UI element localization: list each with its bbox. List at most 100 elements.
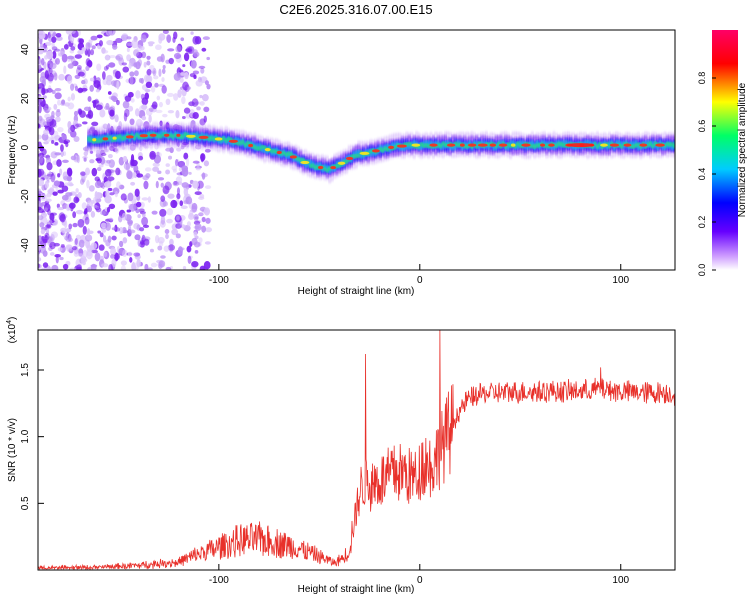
heatmap-ridge-cell [654,141,657,146]
heatmap-ridge-cell [453,142,457,150]
heatmap-ridge-cell [596,144,599,149]
heatmap-noise-cell [162,65,166,69]
heatmap-noise-cell [50,173,56,183]
heatmap-noise-cell [44,224,51,228]
heatmap-noise-cell [54,116,61,123]
heatmap-noise-cell [140,93,145,100]
heatmap-noise-cell [107,154,113,159]
heatmap-noise-cell [38,30,46,40]
heatmap-noise-cell [74,85,79,92]
heatmap-noise-cell [66,167,73,177]
heatmap-noise-cell [110,247,117,256]
heatmap-noise-cell [173,52,182,60]
heatmap-peak-cell [102,137,109,141]
heatmap-noise-cell [111,258,117,268]
heatmap-noise-cell [200,153,205,163]
heatmap-noise-cell [179,77,184,83]
heatmap-noise-cell [189,73,196,78]
heatmap-ridge-cell [545,143,548,148]
heatmap-noise-cell [148,114,152,123]
heatmap-peak-cell [92,138,97,142]
heatmap-noise-cell [131,39,139,49]
heatmap-noise-cell [169,266,173,270]
heatmap-noise-cell [60,243,65,248]
heatmap-peak-cell [372,149,380,153]
heatmap-noise-cell [40,267,48,270]
heatmap-ridge-cell [564,140,568,148]
heatmap-noise-cell [65,231,70,240]
heatmap-noise-cell [43,129,50,136]
heatmap-noise-cell [96,63,102,72]
heatmap-noise-cell [43,107,49,112]
heatmap-noise-cell [165,169,171,175]
heatmap-noise-cell [204,241,211,245]
heatmap-ridge-cell [273,149,276,154]
spectrogram-y-tick-label: 40 [20,44,31,56]
heatmap-peak-cell [521,143,531,147]
heatmap-noise-cell [83,210,87,215]
heatmap-noise-cell [187,255,192,264]
heatmap-noise-cell [152,162,160,167]
heatmap-noise-cell [41,58,45,66]
heatmap-noise-cell [70,83,75,91]
heatmap-noise-cell [201,225,207,233]
heatmap-noise-cell [178,247,185,251]
colorbar-tick-label: 0.6 [697,120,707,133]
heatmap-noise-cell [54,88,62,92]
heatmap-noise-cell [102,235,107,243]
figure-title: C2E6.2025.316.07.00.E15 [279,2,432,17]
snr-multiplier-close: ) [7,317,18,320]
heatmap-noise-cell [206,56,211,61]
heatmap-noise-cell [62,171,68,180]
heatmap-ridge-cell [236,137,240,145]
heatmap-peak-cell [264,148,271,152]
spectrogram-frame [37,29,676,271]
heatmap-noise-cell [69,267,77,270]
heatmap-noise-cell [167,193,175,199]
heatmap-ridge-cell [147,132,151,137]
heatmap-noise-cell [128,229,136,234]
snr-x-ticks: -100 0 100 [209,564,630,586]
heatmap-noise-cell [134,188,140,197]
heatmap-noise-cell [115,37,123,44]
heatmap-noise-cell [101,49,109,54]
heatmap-ridge-cell [634,143,638,148]
heatmap-noise-cell [160,195,166,203]
heatmap-noise-cell [154,234,160,244]
heatmap-noise-cell [179,200,184,207]
heatmap-ridge-cell [179,134,182,139]
heatmap-peak-cell [609,143,620,147]
heatmap-noise-cell [57,50,65,56]
heatmap-ridge-cell [326,168,329,173]
heatmap-peak-cell [149,133,157,137]
heatmap-noise-cell [120,265,126,270]
heatmap-noise-cell [93,197,97,205]
heatmap-ridge-cell [241,140,245,145]
heatmap-noise-cell [146,68,152,76]
heatmap-noise-cell [76,154,80,164]
heatmap-noise-cell [193,213,199,222]
heatmap-noise-cell [58,73,65,81]
heatmap-noise-cell [134,254,141,260]
heatmap-noise-cell [47,208,51,216]
heatmap-peak-cell [655,143,665,147]
heatmap-noise-cell [140,34,147,43]
heatmap-ridge-cell [261,145,264,149]
heatmap-ridge-cell [210,136,213,141]
heatmap-ridge-cell [323,166,327,171]
heatmap-noise-cell [171,228,179,236]
heatmap-noise-cell [38,64,42,70]
heatmap-ridge-cell [531,140,534,148]
heatmap-noise-cell [38,97,42,106]
spectrogram-heatmap [38,30,675,270]
heatmap-noise-cell [160,255,166,259]
heatmap-ridge-cell [649,141,652,146]
heatmap-noise-cell [118,240,124,248]
heatmap-ridge-cell [466,144,469,149]
heatmap-noise-cell [73,135,80,143]
heatmap-noise-cell [134,234,141,241]
snr-y-label: SNR (10 * v/v) [7,418,18,482]
heatmap-peak-cell [112,136,117,140]
heatmap-noise-cell [50,231,58,239]
heatmap-ridge-cell [111,137,114,142]
